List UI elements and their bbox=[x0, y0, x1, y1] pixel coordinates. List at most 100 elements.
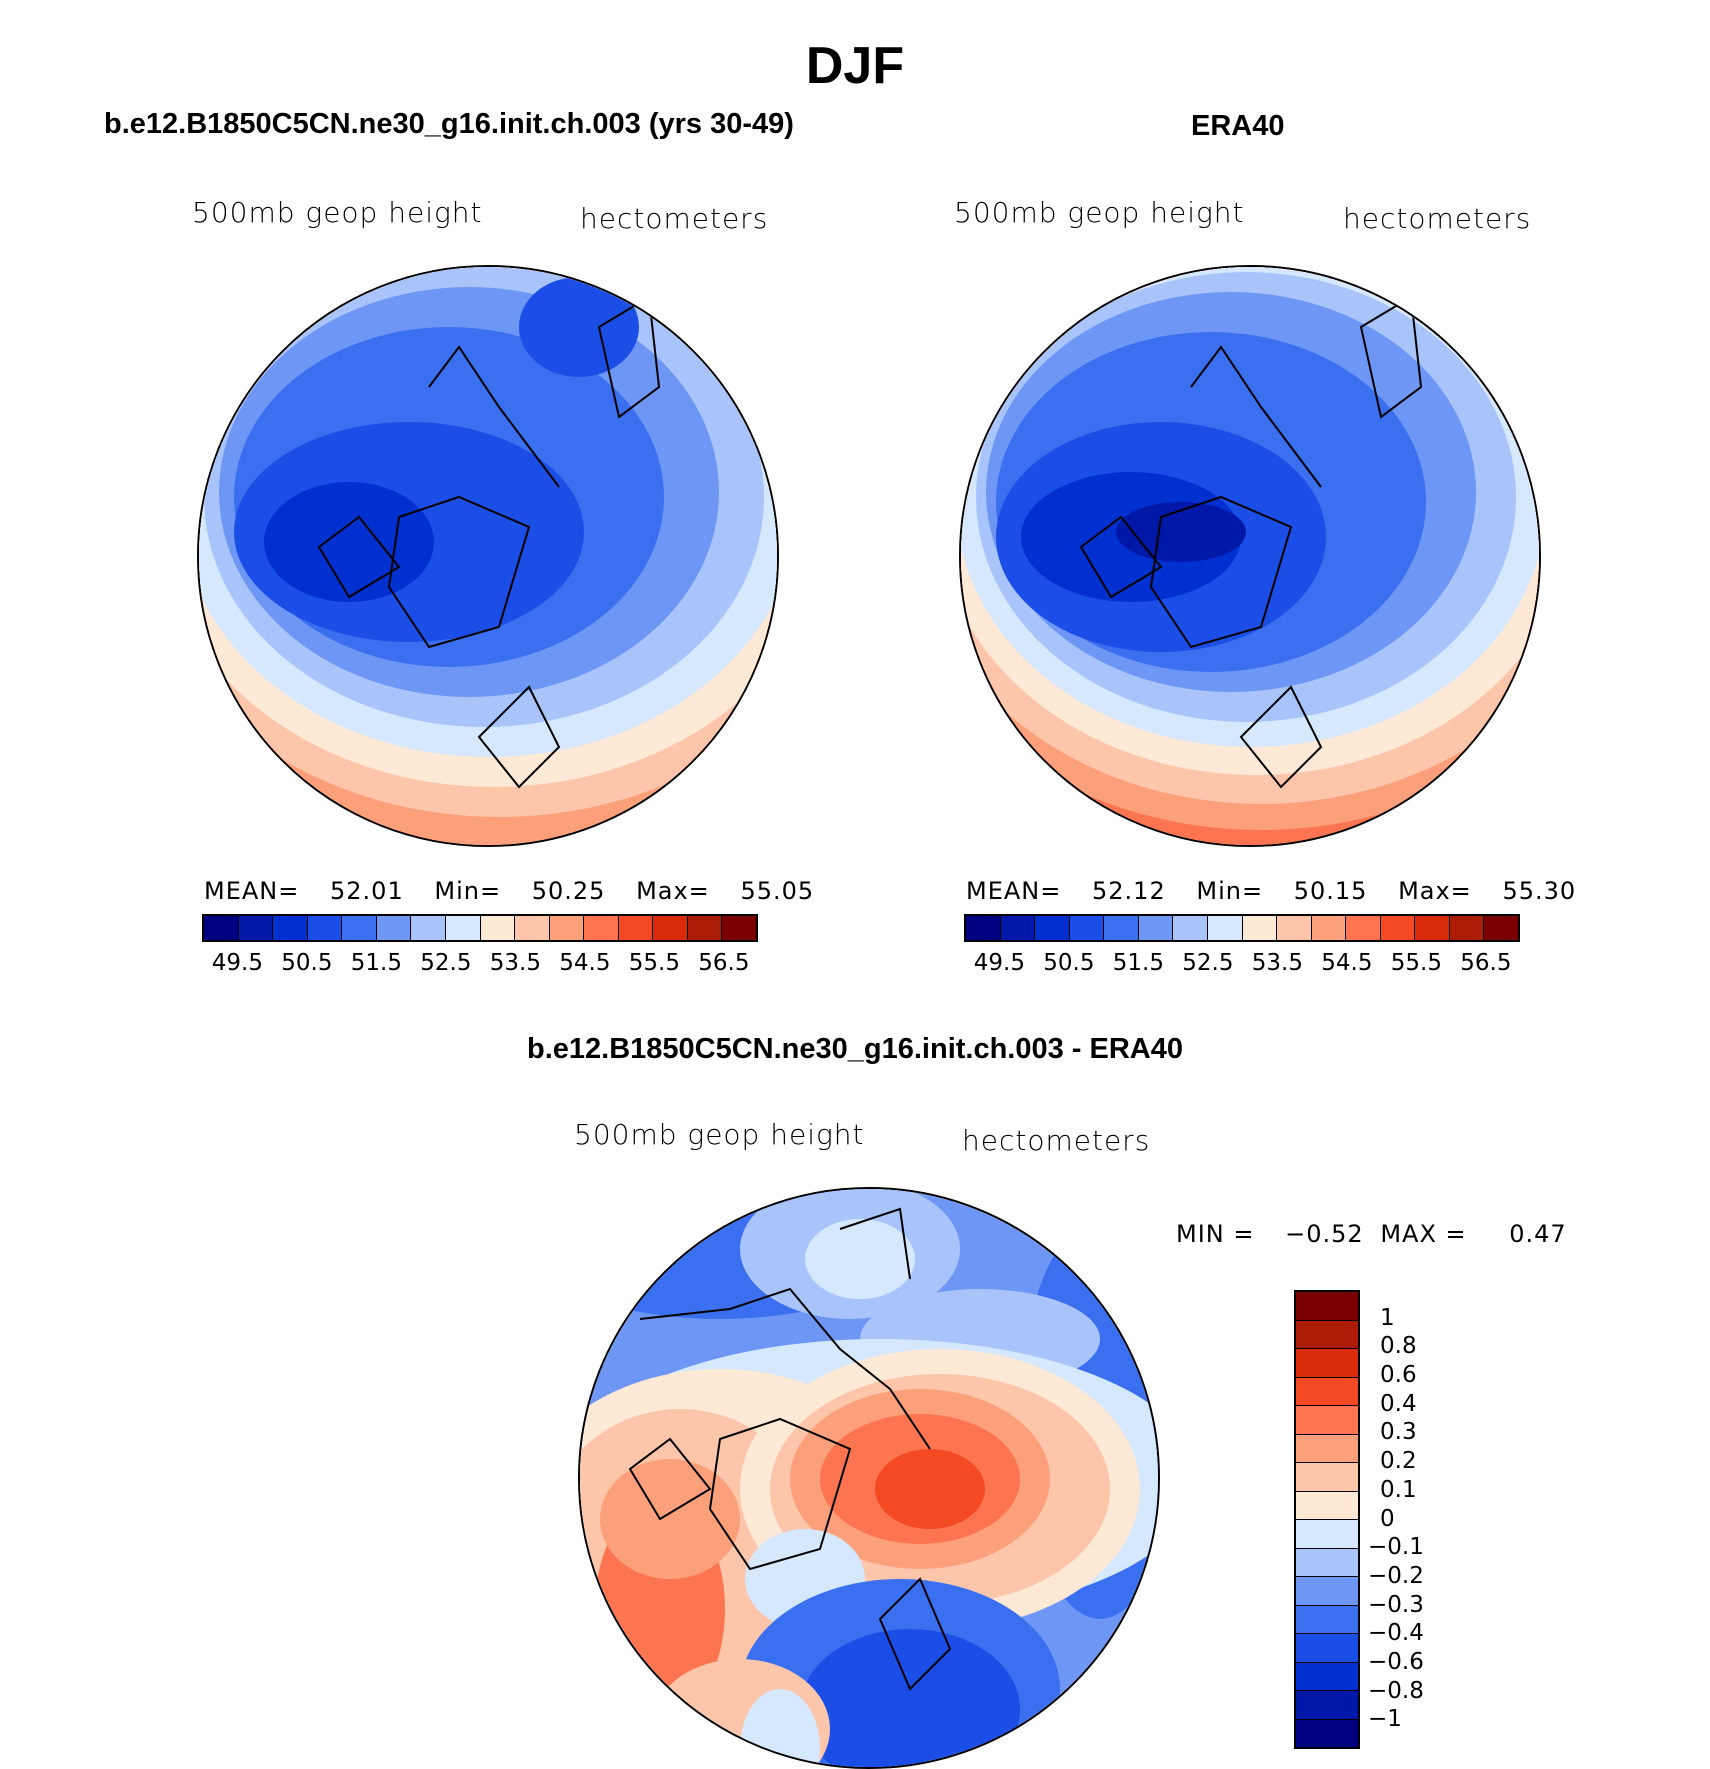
obs-panel-title: ERA40 bbox=[1191, 110, 1285, 142]
obs-colorbar-swatch bbox=[1035, 916, 1070, 940]
diff-polar-map bbox=[578, 1187, 1160, 1769]
diff-colorbar-swatch bbox=[1296, 1491, 1358, 1520]
diff-colorbar-swatch bbox=[1296, 1406, 1358, 1435]
model-colorbar-tick-label: 52.5 bbox=[420, 950, 472, 976]
obs-max-value: 55.30 bbox=[1502, 877, 1577, 905]
model-colorbar-swatch bbox=[584, 916, 619, 940]
diff-colorbar-tick-label: −0.4 bbox=[1368, 1620, 1424, 1647]
obs-polar-map bbox=[959, 265, 1541, 847]
model-variable-label: 500mb geop height bbox=[192, 196, 483, 229]
obs-colorbar-tick-label: 49.5 bbox=[973, 950, 1025, 976]
model-colorbar-swatch bbox=[549, 916, 585, 940]
diff-colorbar-tick-label: 0.1 bbox=[1380, 1476, 1417, 1503]
model-polar-map bbox=[197, 265, 779, 847]
obs-colorbar-swatch bbox=[1380, 916, 1416, 940]
model-colorbar-tick-label: 54.5 bbox=[559, 950, 611, 976]
diff-contour-field bbox=[580, 1189, 1158, 1767]
diff-colorbar-swatch bbox=[1296, 1463, 1358, 1492]
obs-mean-value: 52.12 bbox=[1092, 877, 1166, 905]
diff-min-label: MIN = bbox=[1176, 1220, 1255, 1248]
obs-variable-label: 500mb geop height bbox=[954, 196, 1245, 229]
obs-colorbar-tick-label: 56.5 bbox=[1460, 950, 1512, 976]
figure-title: DJF bbox=[805, 37, 905, 95]
diff-colorbar-swatch bbox=[1296, 1292, 1358, 1321]
model-colorbar-swatch bbox=[722, 916, 756, 940]
obs-colorbar-swatch bbox=[1138, 916, 1174, 940]
model-colorbar-swatch bbox=[411, 916, 446, 940]
diff-colorbar-swatch bbox=[1296, 1634, 1358, 1663]
diff-colorbar-tick-label: 0.4 bbox=[1380, 1390, 1417, 1417]
obs-colorbar-swatch bbox=[1207, 916, 1243, 940]
model-max-label: Max= bbox=[636, 877, 710, 905]
obs-min-value: 50.15 bbox=[1293, 877, 1368, 905]
obs-colorbar-tick-label: 50.5 bbox=[1043, 950, 1095, 976]
diff-colorbar-swatch bbox=[1296, 1434, 1358, 1463]
obs-colorbar-tick-label: 55.5 bbox=[1390, 950, 1442, 976]
model-min-label: Min= bbox=[434, 877, 502, 905]
obs-mean-label: MEAN= bbox=[966, 877, 1062, 905]
model-colorbar-swatch bbox=[238, 916, 274, 940]
obs-stats: MEAN= 52.12 Min= 50.15 Max= 55.30 bbox=[966, 877, 1576, 905]
obs-colorbar-tick-label: 54.5 bbox=[1321, 950, 1373, 976]
model-colorbar-swatch bbox=[480, 916, 516, 940]
diff-min-value: −0.52 bbox=[1285, 1220, 1364, 1248]
obs-colorbar-swatch bbox=[1311, 916, 1347, 940]
model-colorbar-tick-label: 51.5 bbox=[350, 950, 402, 976]
model-stats: MEAN= 52.01 Min= 50.25 Max= 55.05 bbox=[204, 877, 814, 905]
obs-colorbar-ticks: 49.5 50.5 51.5 52.5 53.5 54.5 55.5 56.5 bbox=[964, 950, 1520, 980]
obs-colorbar-swatch bbox=[1173, 916, 1208, 940]
model-units-label: hectometers bbox=[580, 202, 769, 235]
model-panel-title: b.e12.B1850C5CN.ne30_g16.init.ch.003 (yr… bbox=[104, 108, 794, 140]
model-colorbar-tick-label: 53.5 bbox=[489, 950, 541, 976]
obs-colorbar-tick-label: 52.5 bbox=[1182, 950, 1234, 976]
diff-colorbar-swatch bbox=[1296, 1349, 1358, 1378]
diff-colorbar-tick-label: 0.8 bbox=[1380, 1333, 1417, 1360]
obs-max-label: Max= bbox=[1398, 877, 1472, 905]
diff-colorbar-tick-label: −0.2 bbox=[1368, 1562, 1424, 1589]
model-colorbar-swatch bbox=[342, 916, 377, 940]
model-colorbar-swatch bbox=[307, 916, 343, 940]
diff-units-label: hectometers bbox=[962, 1124, 1151, 1157]
diff-colorbar-tick-label: −0.6 bbox=[1368, 1648, 1424, 1675]
obs-colorbar bbox=[964, 914, 1520, 942]
obs-colorbar-swatch bbox=[1346, 916, 1381, 940]
diff-colorbar-tick-label: 1 bbox=[1380, 1304, 1395, 1331]
diff-colorbar-swatch bbox=[1296, 1377, 1358, 1406]
model-colorbar-ticks: 49.5 50.5 51.5 52.5 53.5 54.5 55.5 56.5 bbox=[202, 950, 758, 980]
model-colorbar bbox=[202, 914, 758, 942]
model-mean-label: MEAN= bbox=[204, 877, 300, 905]
model-mean-value: 52.01 bbox=[330, 877, 404, 905]
model-colorbar-swatch bbox=[653, 916, 688, 940]
model-colorbar-swatch bbox=[204, 916, 239, 940]
model-colorbar-swatch bbox=[515, 916, 550, 940]
diff-colorbar bbox=[1294, 1290, 1360, 1749]
diff-colorbar-swatch bbox=[1296, 1320, 1358, 1349]
diff-stats: MIN = −0.52 MAX = 0.47 bbox=[1176, 1220, 1567, 1248]
obs-colorbar-swatch bbox=[1415, 916, 1450, 940]
diff-colorbar-tick-label: 0.3 bbox=[1380, 1419, 1417, 1446]
diff-colorbar-tick-label: −0.8 bbox=[1368, 1677, 1424, 1704]
diff-colorbar-tick-label: −0.3 bbox=[1368, 1591, 1424, 1618]
diff-variable-label: 500mb geop height bbox=[574, 1118, 865, 1151]
obs-colorbar-tick-label: 51.5 bbox=[1112, 950, 1164, 976]
obs-units-label: hectometers bbox=[1343, 202, 1532, 235]
model-colorbar-tick-label: 55.5 bbox=[628, 950, 680, 976]
obs-min-label: Min= bbox=[1196, 877, 1264, 905]
diff-colorbar-swatch bbox=[1296, 1520, 1358, 1549]
obs-colorbar-swatch bbox=[1277, 916, 1312, 940]
model-colorbar-swatch bbox=[445, 916, 481, 940]
model-colorbar-swatch bbox=[618, 916, 654, 940]
obs-colorbar-swatch bbox=[1242, 916, 1278, 940]
diff-colorbar-swatch bbox=[1296, 1719, 1358, 1747]
model-colorbar-swatch bbox=[273, 916, 308, 940]
diff-max-label: MAX = bbox=[1380, 1220, 1467, 1248]
obs-colorbar-swatch bbox=[1069, 916, 1105, 940]
diff-colorbar-swatch bbox=[1296, 1605, 1358, 1634]
model-colorbar-swatch bbox=[376, 916, 412, 940]
diff-colorbar-swatch bbox=[1296, 1662, 1358, 1691]
diff-colorbar-tick-label: −0.1 bbox=[1368, 1534, 1424, 1561]
diff-colorbar-tick-label: 0.6 bbox=[1380, 1362, 1417, 1389]
obs-colorbar-swatch bbox=[1449, 916, 1485, 940]
obs-colorbar-swatch bbox=[1000, 916, 1036, 940]
obs-colorbar-swatch bbox=[1484, 916, 1518, 940]
